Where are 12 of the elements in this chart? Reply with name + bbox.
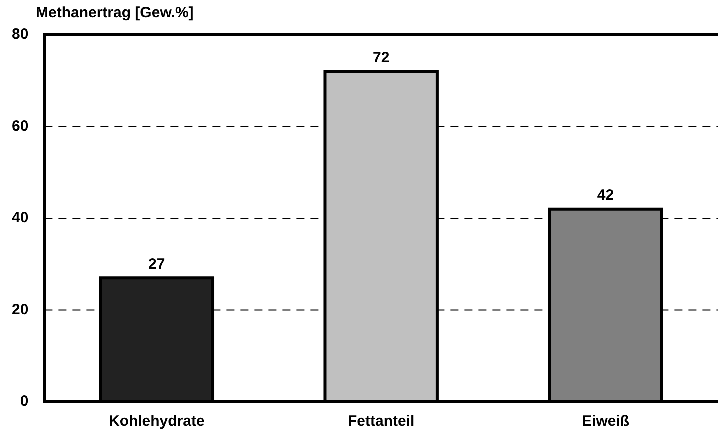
y-axis-title: Methanertrag [Gew.%] — [36, 4, 194, 22]
data-label: 27 — [148, 256, 166, 273]
y-tick-label: 0 — [20, 393, 29, 410]
y-tick-label: 60 — [12, 118, 29, 135]
data-label: 72 — [373, 49, 390, 66]
x-tick-label: Kohlehydrate — [108, 413, 205, 430]
x-tick-label: Fettanteil — [348, 413, 415, 430]
y-tick-label: 80 — [12, 26, 29, 44]
y-tick-label: 20 — [12, 301, 29, 318]
y-tick-label: 40 — [12, 210, 29, 227]
x-tick-label: Eiweiß — [582, 413, 630, 430]
data-label: 42 — [597, 186, 614, 204]
